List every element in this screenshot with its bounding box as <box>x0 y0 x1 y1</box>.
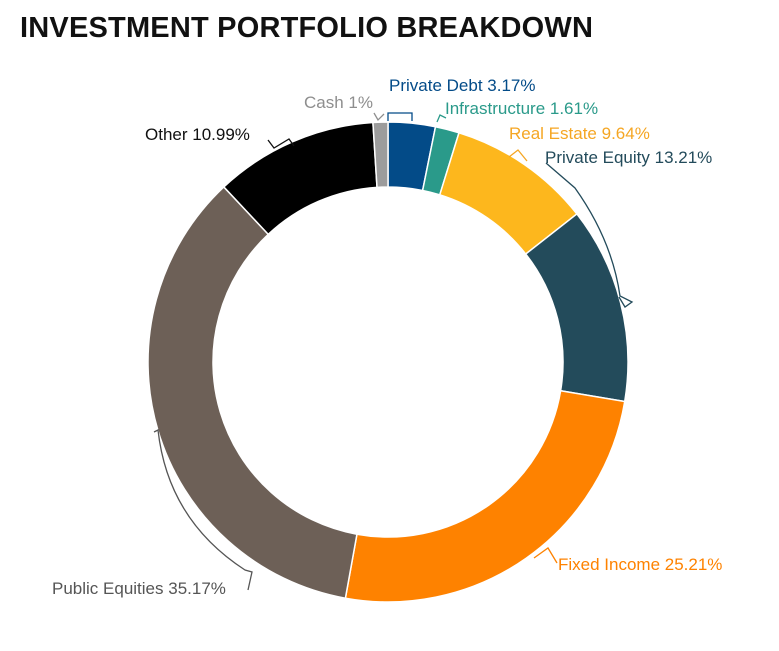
slice-value-cash: 1% <box>348 93 373 112</box>
leader-line-other <box>267 138 295 149</box>
slice-name-other: Other <box>145 125 192 144</box>
slice-name-private-debt: Private Debt <box>389 76 487 95</box>
leader-line-public-equities <box>153 429 253 591</box>
slice-private-equity <box>524 212 629 403</box>
data-label-infrastructure: Infrastructure 1.61% <box>445 99 598 118</box>
slice-name-infrastructure: Infrastructure <box>445 99 550 118</box>
data-label-private-equity: Private Equity 13.21% <box>545 148 712 167</box>
slice-value-fixed-income: 25.21% <box>665 555 723 574</box>
slice-name-private-equity: Private Equity <box>545 148 655 167</box>
slice-value-real-estate: 9.64% <box>602 124 650 143</box>
data-label-cash: Cash 1% <box>304 93 373 112</box>
leader-line-fixed-income <box>533 547 558 564</box>
slice-value-private-debt: 3.17% <box>487 76 535 95</box>
data-label-other: Other 10.99% <box>145 125 250 144</box>
slice-value-infrastructure: 1.61% <box>550 99 598 118</box>
slice-name-real-estate: Real Estate <box>509 124 602 143</box>
leader-line-private-equity <box>545 162 634 308</box>
data-label-fixed-income: Fixed Income 25.21% <box>558 555 722 574</box>
slice-public-equities <box>147 185 358 600</box>
slice-cash <box>372 121 389 189</box>
leader-line-real-estate <box>508 149 528 162</box>
slice-value-private-equity: 13.21% <box>655 148 713 167</box>
data-label-real-estate: Real Estate 9.64% <box>509 124 650 143</box>
slice-name-cash: Cash <box>304 93 348 112</box>
slice-name-public-equities: Public Equities <box>52 579 168 598</box>
slice-value-other: 10.99% <box>192 125 250 144</box>
slice-name-fixed-income: Fixed Income <box>558 555 665 574</box>
leader-line-cash <box>373 112 385 122</box>
slice-value-public-equities: 35.17% <box>168 579 226 598</box>
data-label-public-equities: Public Equities 35.17% <box>52 579 226 598</box>
leader-line-infrastructure <box>436 114 447 123</box>
data-label-private-debt: Private Debt 3.17% <box>389 76 535 95</box>
leader-line-private-debt <box>387 112 413 121</box>
chart-title: INVESTMENT PORTFOLIO BREAKDOWN <box>20 12 594 44</box>
